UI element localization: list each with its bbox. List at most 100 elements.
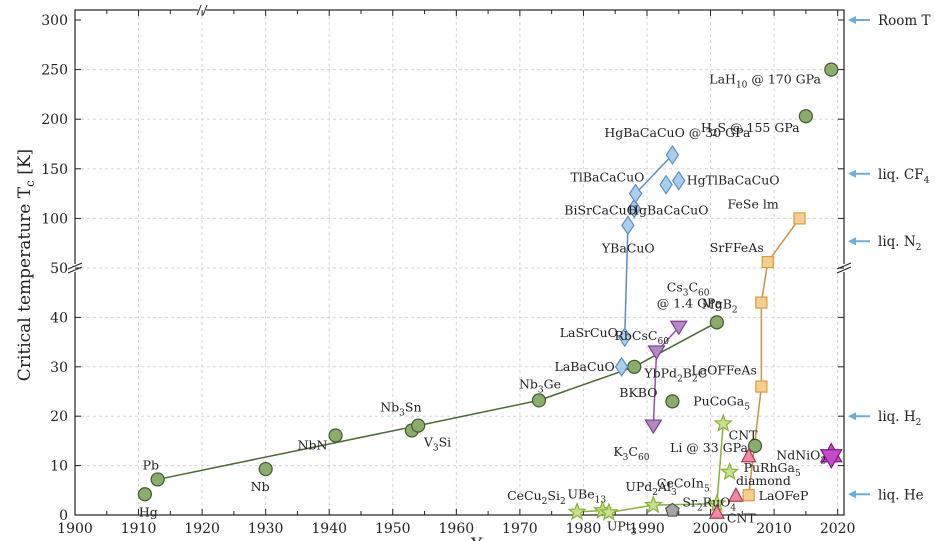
data-label: YBaCuO — [601, 240, 655, 255]
diamond-mark — [665, 144, 680, 165]
y-tick-label: 20 — [50, 409, 68, 425]
axis-break-mark — [67, 262, 83, 270]
data-label: HgTlBaCaCuO — [687, 173, 780, 188]
data-label: UPd2Al3 — [625, 479, 677, 498]
data-label: H2S @ 155 GPa — [701, 120, 800, 139]
reference-arrow-head — [848, 237, 856, 246]
y-tick-label: 300 — [41, 13, 68, 29]
circle-marker — [798, 109, 813, 124]
circle-mark — [665, 394, 680, 409]
star-mark — [643, 494, 664, 514]
axis-ticks: 0 10 20 30 40 50 100 150 200 250 300 1900 1910 1920 19… — [41, 10, 855, 537]
plot-frame — [74, 9, 845, 516]
reference-arrow-head — [848, 490, 856, 499]
circle-marker — [137, 487, 153, 502]
hexagram-marker — [819, 442, 843, 469]
star-marker — [643, 494, 664, 514]
triangle-mark — [727, 486, 744, 502]
triangle-down-marker — [669, 320, 688, 336]
diamond-marker — [614, 356, 629, 377]
axis-break-mark — [202, 4, 208, 16]
circle-mark — [824, 62, 839, 77]
y-axis-label: Critical temperature Tc [K] — [15, 149, 37, 381]
y-tick-label: 150 — [41, 162, 68, 178]
reference-label: liq. H2 — [878, 409, 921, 428]
circle-marker — [411, 418, 426, 433]
triangle-mark — [708, 504, 725, 519]
data-label: K3C60 — [613, 444, 649, 463]
y-tick-label: 250 — [41, 63, 68, 79]
x-tick-label: 1980 — [566, 521, 602, 537]
y-tick-label: 10 — [50, 459, 68, 475]
y-tick-label: 200 — [41, 112, 68, 128]
data-label: LaH10 @ 170 GPa — [709, 72, 821, 91]
square-mark — [761, 255, 774, 269]
data-label: Nb3Ge — [519, 376, 561, 395]
grid — [75, 10, 844, 515]
data-label: Cs3C60 @ 1.4 GPa — [657, 279, 723, 310]
diamond-mark — [618, 327, 632, 348]
star-marker — [713, 413, 733, 432]
data-label: Pb — [143, 457, 159, 472]
circle-mark — [709, 315, 724, 330]
x-tick-label: 1960 — [439, 521, 475, 537]
circle-mark — [150, 472, 165, 487]
x-tick-label: 1940 — [311, 521, 347, 537]
axis-break-mark — [196, 4, 202, 16]
data-label: CNT — [727, 510, 757, 525]
circle-marker — [709, 315, 724, 330]
x-tick-label: 1970 — [502, 521, 538, 537]
trend-line-cuprate — [635, 154, 673, 195]
reference-arrow-head — [848, 412, 856, 421]
data-label: diamond — [736, 473, 791, 488]
y-tick-label: 40 — [50, 310, 68, 326]
circle-mark — [747, 438, 763, 453]
pentagon-marker — [665, 502, 680, 517]
data-label: Li @ 33 GPa — [670, 440, 748, 455]
x-tick-label: 2020 — [820, 521, 856, 537]
star-mark — [599, 502, 619, 521]
square-marker — [755, 296, 768, 309]
square-mark — [793, 212, 806, 225]
reference-label: Room T — [878, 13, 931, 29]
pentagon-mark — [665, 502, 680, 517]
diamond-marker — [665, 144, 680, 165]
triangle-up-marker — [727, 486, 744, 502]
data-label: BKBO — [619, 385, 657, 400]
circle-mark — [531, 393, 547, 408]
square-marker — [761, 255, 774, 269]
circle-marker — [627, 359, 642, 374]
data-label: NbN — [298, 437, 328, 452]
circle-marker — [531, 393, 547, 408]
data-label: LaOFFeAs — [691, 363, 757, 378]
data-label: MgB2 — [702, 296, 738, 315]
circle-mark — [137, 487, 153, 502]
diamond-marker — [627, 198, 641, 219]
trend-line — [418, 399, 540, 427]
circle-marker — [747, 438, 763, 453]
data-markers — [137, 62, 843, 521]
diamond-marker — [621, 215, 635, 236]
triangle-mark — [740, 447, 757, 463]
diamond-mark — [621, 215, 635, 236]
x-tick-label: 1900 — [57, 521, 93, 537]
hexagram-mark — [819, 449, 843, 469]
data-label: NdNiO2 — [776, 448, 826, 467]
data-label: CeCu2Si2 — [507, 488, 566, 507]
x-tick-label: 1920 — [184, 521, 220, 537]
diamond-mark — [659, 174, 673, 195]
reference-temperatures: Room T liq. CF4 liq. N2 liq. H2 liq. He — [848, 13, 931, 503]
triangle-mark — [647, 345, 666, 361]
diamond-marker — [659, 174, 673, 195]
data-label: Nb — [251, 479, 270, 494]
x-tick-label: 1950 — [375, 521, 411, 537]
diamond-marker — [618, 327, 632, 348]
y-tick-label: 100 — [41, 211, 68, 227]
data-label: RbCsC60 — [615, 328, 670, 347]
star-marker — [567, 501, 587, 521]
circle-marker — [150, 472, 165, 487]
trend-line-cuprate — [623, 225, 629, 338]
diamond-mark — [614, 356, 629, 377]
circle-mark — [328, 428, 343, 443]
